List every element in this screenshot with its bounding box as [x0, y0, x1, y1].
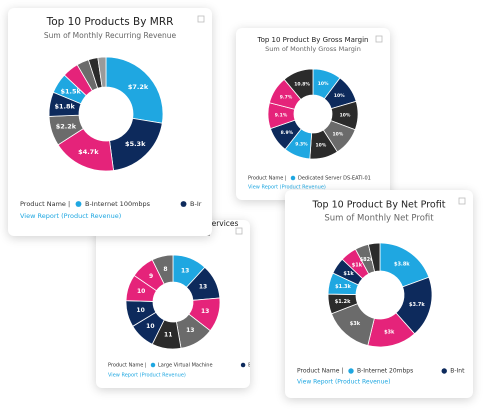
legend-entry[interactable]: B-Internet 100mbps [85, 200, 151, 208]
value-label: 13 [186, 327, 194, 334]
legend-dot [75, 201, 82, 207]
legend-dot [180, 201, 187, 207]
value-label: 10 [146, 323, 154, 330]
legend-entry[interactable]: B-Ir [190, 200, 202, 208]
legend-dot [240, 362, 246, 368]
chart: Top 10 Products By Active ServicesSum of… [107, 220, 250, 379]
legend-entry[interactable]: Bl... [248, 363, 250, 369]
value-label: 9.1% [275, 113, 288, 119]
legend-heading: Product Name | [297, 368, 343, 375]
value-label: $4.7k [78, 148, 99, 156]
value-label: $1.5k [60, 87, 81, 95]
donut-segment[interactable] [97, 56, 107, 88]
value-label: 9 [149, 273, 153, 280]
legend-entry[interactable]: B-Internet 20mbps [357, 368, 413, 375]
value-label: $3k [384, 329, 395, 335]
chart: Top 10 Product By Net Profit Sum of Month… [297, 197, 466, 386]
value-label: 8 [163, 266, 167, 273]
legend-heading: Product Name | [108, 363, 147, 369]
value-label: 10% [334, 93, 345, 99]
value-label: 8.9% [281, 130, 294, 136]
legend-entry[interactable]: Dedicated Server DS-EATI-01 [298, 176, 371, 182]
legend-dot [441, 368, 447, 374]
donut-segment[interactable] [151, 254, 174, 285]
chart-title: Top 10 Product By Gross Margin [256, 36, 368, 44]
value-label: $7.2k [128, 83, 149, 91]
legend-entry[interactable]: B-Int [450, 368, 465, 375]
value-label: $826 [360, 257, 374, 263]
value-label: $1k [343, 271, 354, 277]
chart-title: Top 10 Product By Net Profit [312, 200, 446, 211]
value-label: 9.7% [280, 94, 293, 100]
expand-icon[interactable] [458, 197, 466, 205]
expand-icon[interactable] [375, 35, 383, 43]
chart: Top 10 Products By MRR Sum of Monthly Rec… [20, 15, 205, 220]
chart-card: Top 10 Products By MRR Sum of Monthly Rec… [8, 8, 212, 236]
value-label: $3.8k [394, 261, 410, 267]
value-label: 10% [340, 113, 351, 119]
value-label: 10% [316, 143, 327, 149]
value-label: 10 [136, 307, 144, 314]
report-link[interactable]: View Report (Product Revenue) [20, 212, 121, 220]
value-label: 10 [137, 288, 145, 295]
value-label: 10% [318, 81, 329, 87]
chart-subtitle: Sum of Monthly Net Profit [324, 214, 434, 224]
chart-subtitle: Sum of Monthly Gross Margin [265, 45, 361, 53]
value-label: $1k [352, 262, 363, 268]
value-label: $3k [350, 321, 361, 327]
chart-title: Top 10 Products By MRR [46, 16, 174, 28]
legend-heading: Product Name | [248, 176, 287, 182]
value-label: $3.7k [409, 302, 425, 308]
legend-entry[interactable]: Large Virtual Machine [158, 363, 213, 369]
donut-segment[interactable] [105, 56, 164, 124]
chart-subtitle: Sum of Monthly Recurring Revenue [44, 31, 177, 40]
value-label: 13 [199, 284, 207, 291]
legend-dot [290, 175, 296, 181]
value-label: $2.2k [56, 123, 77, 131]
value-label: 9.3% [295, 141, 308, 147]
value-label: 11 [164, 332, 172, 339]
expand-icon[interactable] [197, 15, 205, 23]
expand-icon[interactable] [235, 227, 243, 235]
report-link[interactable]: View Report (Product Revenue) [248, 185, 326, 191]
value-label: $1.3k [335, 284, 351, 290]
report-link[interactable]: View Report (Product Revenue) [108, 373, 186, 379]
report-link[interactable]: View Report (Product Revenue) [297, 379, 390, 386]
value-label: 13 [201, 308, 209, 315]
value-label: 10% [333, 132, 344, 138]
value-label: $1.8k [54, 103, 75, 111]
chart-card: Top 10 Product By Gross Margin Sum of Mon… [236, 28, 390, 200]
value-label: 10.8% [294, 81, 310, 87]
value-label: $5.3k [125, 140, 146, 148]
donut-segment[interactable] [283, 68, 314, 100]
value-label: $1.2k [335, 299, 351, 305]
legend-dot [150, 362, 156, 368]
legend-dot [348, 368, 354, 374]
legend-heading: Product Name | [20, 200, 70, 208]
donut-segment[interactable] [367, 242, 381, 273]
chart-card: Top 10 Product By Net Profit Sum of Month… [285, 190, 473, 398]
chart-card: Top 10 Products By Active ServicesSum of… [96, 220, 250, 388]
value-label: 13 [181, 267, 189, 274]
